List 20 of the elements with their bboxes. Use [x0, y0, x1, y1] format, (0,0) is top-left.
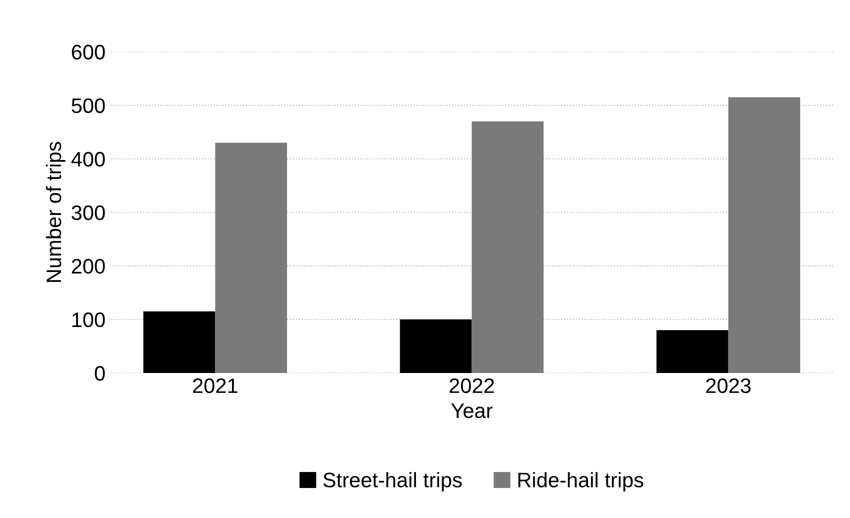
y-tick-label: 200	[72, 258, 105, 274]
y-tick-label: 500	[72, 98, 105, 114]
x-axis-title: Year	[451, 404, 492, 418]
bar	[728, 97, 800, 373]
y-tick-label: 0	[94, 366, 105, 381]
legend-label: Ride-hail trips	[518, 472, 644, 492]
bar	[400, 319, 472, 373]
y-tick-label: 600	[72, 44, 105, 60]
x-tick-label: 2021	[193, 378, 238, 394]
legend-label: Street-hail trips	[323, 472, 462, 492]
bar	[656, 330, 728, 373]
x-tick-label: 2022	[450, 378, 494, 394]
x-tick-label: 2023	[706, 378, 751, 394]
y-tick-label: 100	[72, 312, 105, 328]
bar	[143, 311, 216, 373]
y-axis-title: Number of trips	[46, 142, 66, 282]
bar	[472, 121, 544, 373]
bar	[215, 142, 288, 373]
y-tick-label: 300	[72, 205, 105, 220]
y-tick-label: 400	[71, 152, 105, 167]
